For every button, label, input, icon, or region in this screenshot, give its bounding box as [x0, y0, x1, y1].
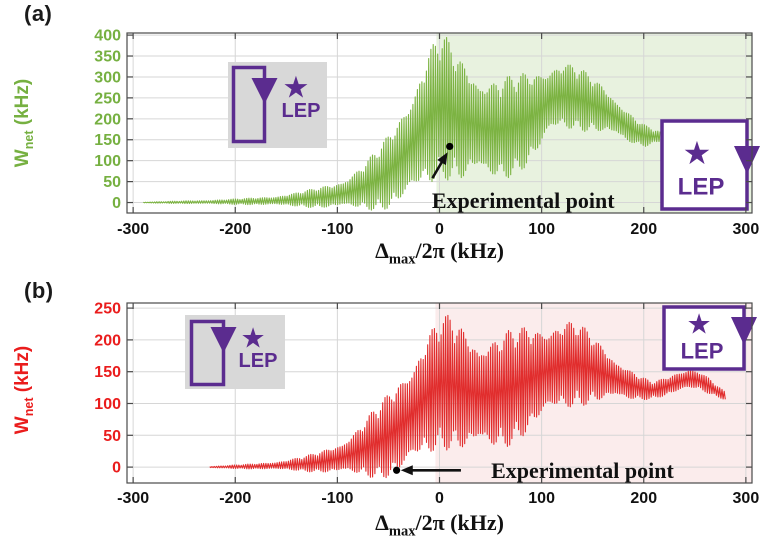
- panel-b-x-axis-label: Δmax/2π (kHz): [127, 510, 752, 540]
- panel-a-y-axis-label: Wnet (kHz): [10, 38, 36, 208]
- x-tick-label: 200: [630, 490, 657, 507]
- x-tick-label: 0: [435, 221, 444, 238]
- y-tick-label: 300: [94, 69, 121, 86]
- x-tick-label: -100: [321, 221, 353, 238]
- y-tick-label: 400: [94, 28, 121, 45]
- panel-a: ★ LEP ★ LEP Experimental point -300 -200 -100 0 1…: [0, 0, 771, 276]
- lep-label: LEP: [678, 174, 725, 201]
- loop-arrow-down-icon: [251, 78, 278, 104]
- panel-a-x-axis-label: Δmax/2π (kHz): [127, 238, 752, 268]
- xlabel-symbol: Δ: [375, 510, 389, 535]
- x-tick-label: 0: [435, 490, 444, 507]
- x-tick-label: 100: [528, 490, 555, 507]
- lep-label: LEP: [282, 100, 321, 122]
- x-tick-label: 300: [733, 490, 760, 507]
- panel-b-label: (b): [24, 278, 54, 303]
- inset-right: ★LEP: [662, 305, 757, 371]
- loop-path: [660, 119, 749, 211]
- star-icon: ★: [240, 322, 265, 355]
- signal-curve: [143, 36, 661, 211]
- lep-label: LEP: [681, 339, 724, 364]
- star-icon: ★: [686, 308, 711, 341]
- ylabel-symbol: W: [12, 416, 33, 435]
- inset-left: ★LEP: [228, 62, 327, 148]
- y-tick-label: 50: [103, 174, 121, 191]
- experimental-point-annotation: Experimental point: [393, 458, 675, 483]
- xlabel-subscript: max: [388, 251, 416, 268]
- x-tick-label: -200: [219, 221, 251, 238]
- axis-ticks: [127, 33, 752, 213]
- ylabel-subscript: net: [21, 130, 36, 150]
- experimental-point-dot: [446, 142, 454, 151]
- y-tick-label: 150: [94, 132, 121, 149]
- xlabel-symbol: Δ: [375, 238, 389, 263]
- panel-b: ★ LEP ★ LEP Experimental point -300 -200 -100 0 1…: [0, 277, 771, 553]
- signal-curve: [209, 314, 726, 479]
- y-tick-label: 350: [94, 49, 121, 66]
- x-tick-label: 200: [630, 221, 657, 238]
- y-tick-label: 150: [94, 364, 121, 381]
- y-tick-label: 0: [112, 195, 121, 212]
- star-icon: ★: [683, 134, 712, 172]
- y-tick-label: 100: [94, 396, 121, 413]
- experimental-point-label: Experimental point: [432, 188, 615, 213]
- experimental-point-annotation: Experimental point: [431, 142, 615, 213]
- y-tick-label: 50: [103, 428, 121, 445]
- y-tick-label: 200: [94, 111, 121, 128]
- y-tick-label: 250: [94, 90, 121, 107]
- x-tick-label: 300: [733, 221, 760, 238]
- xlabel-unit: /2π (kHz): [415, 510, 504, 535]
- ylabel-unit: (kHz): [12, 345, 33, 398]
- annotation-arrowhead-icon: [400, 465, 413, 476]
- y-tick-label: 100: [94, 153, 121, 170]
- ylabel-symbol: W: [12, 149, 33, 168]
- y-tick-label: 0: [112, 460, 121, 477]
- y-tick-label: 200: [94, 332, 121, 349]
- loop-arrow-down-icon: [734, 146, 760, 174]
- experimental-point-label: Experimental point: [491, 458, 674, 483]
- panel-b-y-axis-label: Wnet (kHz): [10, 305, 36, 475]
- x-tick-label: 100: [528, 221, 555, 238]
- inset-right: ★LEP: [660, 119, 760, 211]
- lep-label: LEP: [239, 350, 278, 372]
- x-tick-label: -300: [117, 490, 149, 507]
- ylabel-unit: (kHz): [12, 78, 33, 131]
- experimental-point-dot: [393, 466, 401, 474]
- axis-ticks: [127, 303, 752, 483]
- inset-background: [228, 62, 327, 148]
- annotation-arrowhead-icon: [437, 152, 448, 166]
- panel-a-label: (a): [24, 1, 53, 26]
- x-tick-label: -300: [117, 221, 149, 238]
- xlabel-unit: /2π (kHz): [415, 238, 504, 263]
- star-icon: ★: [283, 71, 310, 106]
- y-tick-label: 250: [94, 301, 121, 318]
- loop-path: [231, 65, 267, 144]
- x-tick-label: -100: [321, 490, 353, 507]
- ylabel-subscript: net: [21, 397, 36, 417]
- inset-left: ★LEP: [185, 315, 285, 389]
- loop-arrow-down-icon: [731, 317, 757, 345]
- xlabel-subscript: max: [388, 523, 416, 540]
- loop-arrow-down-icon: [210, 327, 237, 353]
- x-tick-label: -200: [219, 490, 251, 507]
